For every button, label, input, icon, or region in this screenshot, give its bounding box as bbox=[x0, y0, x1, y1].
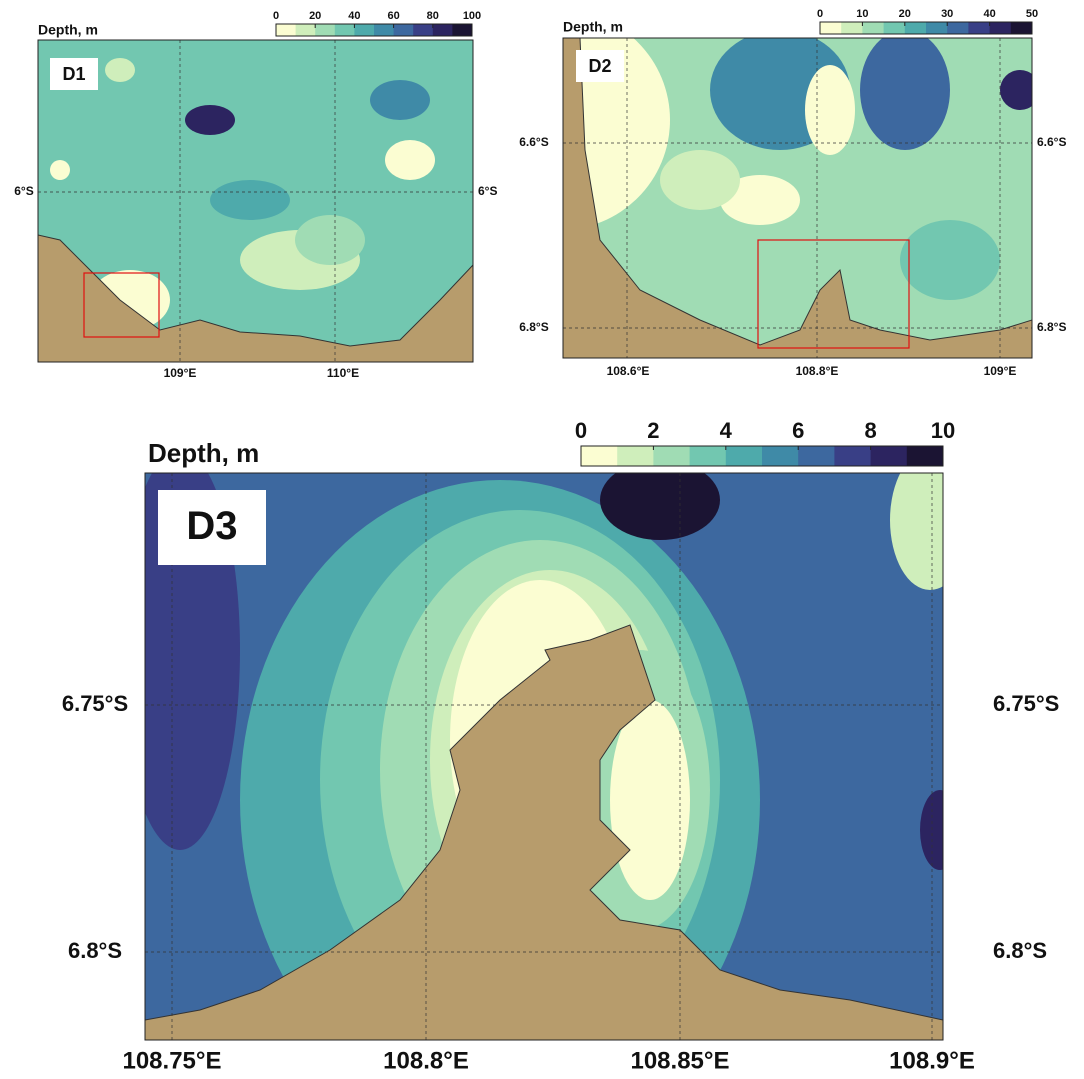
colorbar-swatch bbox=[433, 24, 453, 36]
colorbar-swatch bbox=[926, 22, 948, 34]
colorbar-swatch bbox=[947, 22, 969, 34]
colorbar-swatch bbox=[394, 24, 414, 36]
colorbar-swatch bbox=[834, 446, 871, 466]
colorbar-swatch bbox=[907, 446, 944, 466]
colorbar-swatch bbox=[653, 446, 690, 466]
panel-label: D2 bbox=[588, 56, 611, 76]
colorbar-swatch bbox=[452, 24, 472, 36]
colorbar-swatch bbox=[354, 24, 374, 36]
colorbar-swatch bbox=[968, 22, 990, 34]
colorbar-tick-label: 0 bbox=[273, 10, 279, 22]
depth-contour bbox=[370, 80, 430, 120]
latitude-label: 6.75°S bbox=[993, 691, 1059, 716]
colorbar-swatch bbox=[413, 24, 433, 36]
colorbar-swatch bbox=[335, 24, 355, 36]
colorbar-tick-label: 10 bbox=[856, 8, 868, 20]
latitude-label: 6.8°S bbox=[68, 938, 122, 963]
depth-contour bbox=[860, 30, 950, 150]
panel-label: D1 bbox=[62, 64, 85, 84]
latitude-label: 6°S bbox=[14, 184, 33, 198]
colorbar-tick-label: 20 bbox=[309, 10, 321, 22]
depth-contour bbox=[210, 180, 290, 220]
colorbar-swatch bbox=[617, 446, 654, 466]
longitude-label: 108.85°E bbox=[630, 1047, 729, 1074]
colorbar-swatch bbox=[905, 22, 927, 34]
colorbar-tick-label: 40 bbox=[348, 10, 360, 22]
latitude-label: 6.75°S bbox=[62, 691, 128, 716]
longitude-label: 109°E bbox=[164, 366, 197, 380]
colorbar-tick-label: 30 bbox=[941, 8, 953, 20]
colorbar-tick-label: 50 bbox=[1026, 8, 1038, 20]
panel-label: D3 bbox=[186, 504, 237, 548]
depth-contour bbox=[890, 450, 970, 590]
depth-contour bbox=[805, 65, 855, 155]
longitude-label: 108.8°E bbox=[383, 1047, 469, 1074]
depth-contour bbox=[610, 700, 690, 900]
longitude-label: 110°E bbox=[327, 366, 359, 380]
colorbar-tick-label: 40 bbox=[983, 8, 995, 20]
colorbar-tick-label: 80 bbox=[427, 10, 439, 22]
colorbar-tick-label: 4 bbox=[720, 418, 733, 443]
depth-contour bbox=[295, 215, 365, 265]
colorbar-swatch bbox=[1011, 22, 1033, 34]
colorbar-swatch bbox=[841, 22, 863, 34]
colorbar-tick-label: 2 bbox=[647, 418, 659, 443]
colorbar-tick-label: 100 bbox=[463, 10, 481, 22]
depth-contour bbox=[660, 150, 740, 210]
colorbar-title: Depth, m bbox=[563, 19, 623, 35]
figure: D1Depth, m0204060801006°S6°S109°E110°ED2… bbox=[0, 0, 1084, 1074]
colorbar-tick-label: 0 bbox=[575, 418, 587, 443]
colorbar-swatch bbox=[374, 24, 394, 36]
colorbar-swatch bbox=[690, 446, 727, 466]
colorbar-tick-label: 20 bbox=[899, 8, 911, 20]
depth-contour bbox=[920, 790, 960, 870]
latitude-label: 6.8°S bbox=[993, 938, 1047, 963]
latitude-label: 6.8°S bbox=[1037, 320, 1066, 334]
colorbar-tick-label: 6 bbox=[792, 418, 804, 443]
longitude-label: 108.6°E bbox=[607, 364, 650, 378]
colorbar-swatch bbox=[296, 24, 316, 36]
longitude-label: 108.75°E bbox=[122, 1047, 221, 1074]
depth-contour bbox=[50, 160, 70, 180]
colorbar-swatch bbox=[276, 24, 296, 36]
latitude-label: 6.6°S bbox=[1037, 135, 1066, 149]
depth-contour bbox=[600, 460, 720, 540]
colorbar-tick-label: 0 bbox=[817, 8, 823, 20]
colorbar-swatch bbox=[798, 446, 835, 466]
colorbar-tick-label: 60 bbox=[387, 10, 399, 22]
latitude-label: 6°S bbox=[478, 184, 497, 198]
longitude-label: 109°E bbox=[984, 364, 1017, 378]
colorbar-swatch bbox=[762, 446, 799, 466]
colorbar-title: Depth, m bbox=[148, 438, 259, 468]
latitude-label: 6.6°S bbox=[519, 135, 548, 149]
colorbar-tick-label: 10 bbox=[931, 418, 955, 443]
longitude-label: 108.8°E bbox=[796, 364, 839, 378]
depth-contour bbox=[1000, 70, 1040, 110]
latitude-label: 6.8°S bbox=[519, 320, 548, 334]
depth-contour bbox=[900, 220, 1000, 300]
depth-contour bbox=[105, 58, 135, 82]
depth-contour bbox=[385, 140, 435, 180]
colorbar-title: Depth, m bbox=[38, 22, 98, 38]
colorbar-swatch bbox=[726, 446, 763, 466]
colorbar-swatch bbox=[884, 22, 906, 34]
colorbar-swatch bbox=[581, 446, 618, 466]
colorbar-swatch bbox=[315, 24, 335, 36]
colorbar-swatch bbox=[990, 22, 1012, 34]
depth-contour bbox=[185, 105, 235, 135]
map-D1 bbox=[38, 40, 473, 362]
colorbar-tick-label: 8 bbox=[864, 418, 876, 443]
map-D2 bbox=[450, 10, 1040, 358]
colorbar-swatch bbox=[871, 446, 908, 466]
colorbar-swatch bbox=[862, 22, 884, 34]
longitude-label: 108.9°E bbox=[889, 1047, 975, 1074]
colorbar-swatch bbox=[820, 22, 842, 34]
